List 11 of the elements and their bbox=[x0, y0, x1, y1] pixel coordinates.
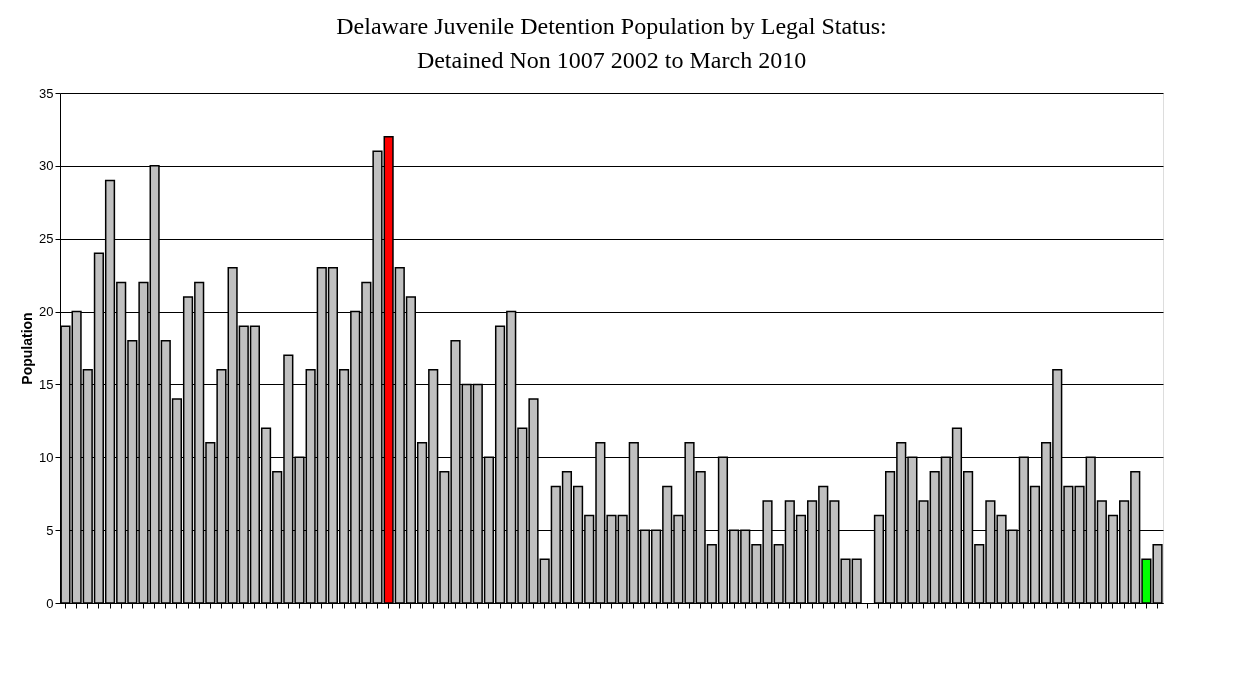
y-tick-label: 30 bbox=[39, 158, 54, 174]
y-tick-label: 10 bbox=[39, 449, 54, 465]
y-tick-label: 0 bbox=[46, 595, 54, 611]
y-tick-label: 25 bbox=[39, 231, 54, 247]
y-tick-label: 15 bbox=[39, 376, 54, 392]
text: Delaware Juvenile Detention Population by Legal Status: bbox=[336, 13, 887, 39]
y-tick-label: 20 bbox=[39, 304, 54, 320]
y-tick-label: 5 bbox=[46, 522, 54, 538]
y-axis-title: Population bbox=[19, 312, 36, 385]
y-tick-label: 35 bbox=[39, 85, 54, 101]
text: Detained Non 1007 2002 to March 2010 bbox=[416, 47, 807, 73]
